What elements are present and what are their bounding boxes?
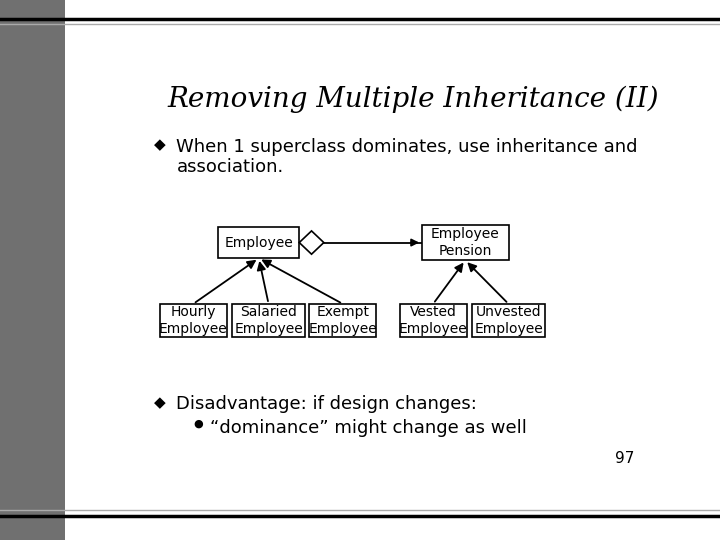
Text: Employee
Pension: Employee Pension — [431, 227, 500, 258]
Text: “dominance” might change as well: “dominance” might change as well — [210, 419, 527, 437]
FancyBboxPatch shape — [310, 304, 377, 337]
Text: Removing Multiple Inheritance (II): Removing Multiple Inheritance (II) — [168, 85, 660, 113]
FancyBboxPatch shape — [400, 304, 467, 337]
Text: Salaried
Employee: Salaried Employee — [234, 306, 303, 336]
Text: ◆: ◆ — [154, 395, 166, 410]
FancyBboxPatch shape — [472, 304, 545, 337]
Text: Unvested
Employee: Unvested Employee — [474, 306, 543, 336]
Text: ◆: ◆ — [154, 138, 166, 153]
FancyBboxPatch shape — [160, 304, 227, 337]
Text: Employee: Employee — [225, 235, 293, 249]
FancyBboxPatch shape — [218, 227, 300, 258]
Polygon shape — [300, 231, 324, 254]
Text: ●: ● — [193, 419, 203, 429]
Text: When 1 superclass dominates, use inheritance and
association.: When 1 superclass dominates, use inherit… — [176, 138, 638, 177]
Text: Hourly
Employee: Hourly Employee — [159, 306, 228, 336]
Text: Vested
Employee: Vested Employee — [399, 306, 467, 336]
Text: 97: 97 — [615, 451, 634, 466]
FancyBboxPatch shape — [422, 225, 508, 260]
FancyBboxPatch shape — [233, 304, 305, 337]
Text: Exempt
Employee: Exempt Employee — [308, 306, 377, 336]
Text: Disadvantage: if design changes:: Disadvantage: if design changes: — [176, 395, 477, 413]
